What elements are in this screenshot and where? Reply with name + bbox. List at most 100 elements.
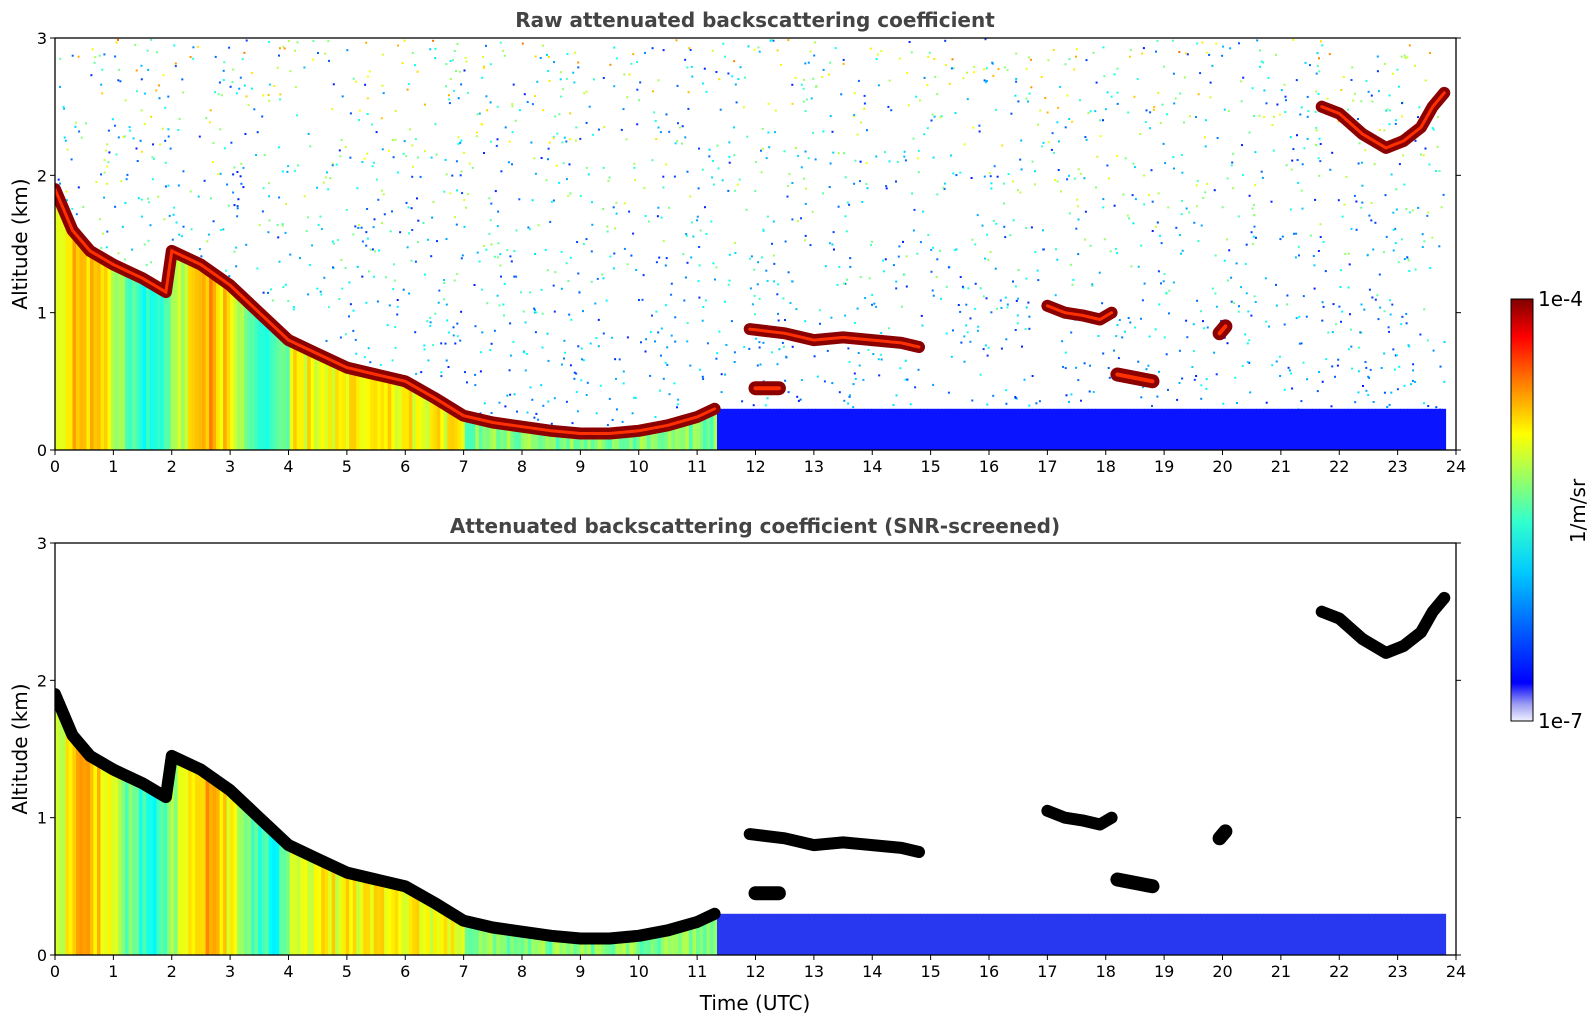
boundary-layer-column: [895, 913, 900, 955]
noise-pixel: [1092, 391, 1095, 393]
noise-pixel: [173, 44, 176, 47]
noise-pixel: [728, 141, 731, 144]
noise-pixel: [293, 169, 296, 172]
boundary-layer-column: [783, 913, 788, 955]
noise-pixel: [716, 144, 719, 147]
noise-pixel: [355, 80, 357, 83]
boundary-layer-column: [1140, 408, 1145, 450]
noise-pixel: [730, 320, 733, 323]
noise-pixel: [1012, 280, 1014, 283]
noise-pixel: [1094, 110, 1097, 113]
noise-pixel: [503, 314, 505, 317]
boundary-layer-column: [195, 261, 200, 450]
noise-pixel: [1271, 124, 1274, 127]
noise-pixel: [466, 381, 468, 384]
noise-pixel: [779, 63, 782, 66]
noise-pixel: [644, 51, 646, 54]
boundary-layer-column: [212, 272, 217, 450]
boundary-layer-column: [380, 375, 385, 450]
noise-pixel: [459, 141, 462, 144]
noise-pixel: [662, 49, 665, 52]
noise-pixel: [1098, 271, 1101, 274]
x-tick-label: 3: [225, 457, 235, 476]
noise-pixel: [534, 55, 537, 58]
x-tick-label: 14: [862, 962, 882, 981]
noise-pixel: [572, 71, 575, 74]
noise-pixel: [1293, 232, 1296, 235]
boundary-layer-column: [419, 894, 424, 955]
boundary-layer-column: [864, 913, 869, 955]
panel-title-screened: Attenuated backscattering coefficient (S…: [450, 514, 1060, 538]
boundary-layer-column: [272, 829, 277, 955]
noise-pixel: [1044, 97, 1047, 99]
boundary-layer-column: [766, 913, 771, 955]
noise-pixel: [907, 104, 910, 107]
boundary-layer-column: [1182, 913, 1187, 955]
boundary-layer-column: [1095, 408, 1100, 450]
noise-pixel: [1390, 391, 1393, 394]
boundary-layer-column: [219, 277, 224, 450]
noise-pixel: [933, 115, 936, 118]
noise-pixel: [1160, 242, 1163, 245]
noise-pixel: [880, 50, 883, 53]
noise-pixel: [606, 424, 609, 426]
noise-pixel: [1406, 257, 1409, 260]
noise-pixel: [307, 132, 310, 135]
noise-pixel: [758, 297, 761, 300]
boundary-layer-column: [646, 429, 651, 450]
noise-pixel: [1319, 236, 1322, 238]
noise-pixel: [720, 391, 723, 394]
noise-pixel: [289, 253, 292, 256]
noise-pixel: [906, 72, 909, 74]
noise-pixel: [541, 44, 544, 47]
noise-pixel: [1309, 64, 1311, 67]
noise-pixel: [826, 349, 829, 352]
noise-pixel: [945, 64, 947, 66]
noise-pixel: [111, 118, 114, 121]
noise-pixel: [626, 263, 629, 266]
noise-pixel: [838, 265, 841, 268]
noise-pixel: [327, 40, 330, 43]
noise-pixel: [341, 287, 344, 290]
boundary-layer-column: [1084, 408, 1089, 450]
boundary-layer-column: [815, 913, 820, 955]
noise-pixel: [739, 66, 742, 69]
noise-pixel: [785, 355, 788, 358]
boundary-layer-column: [1400, 408, 1405, 450]
noise-pixel: [1278, 355, 1281, 358]
noise-pixel: [701, 82, 704, 85]
noise-pixel: [861, 201, 864, 203]
boundary-layer-column: [1025, 913, 1030, 955]
noise-pixel: [1211, 287, 1214, 290]
noise-pixel: [1126, 214, 1129, 217]
boundary-layer-column: [906, 913, 911, 955]
noise-pixel: [853, 182, 856, 185]
noise-pixel: [963, 360, 966, 363]
noise-pixel: [376, 300, 379, 303]
noise-pixel: [533, 307, 536, 310]
boundary-layer-column: [114, 265, 119, 450]
noise-pixel: [636, 123, 639, 126]
boundary-layer-column: [233, 793, 238, 955]
noise-pixel: [920, 314, 923, 317]
noise-pixel: [1316, 52, 1319, 55]
noise-pixel: [497, 256, 500, 259]
noise-pixel: [366, 75, 369, 78]
boundary-layer-column: [69, 222, 74, 450]
noise-pixel: [638, 99, 641, 102]
boundary-layer-column: [359, 875, 364, 955]
boundary-layer-column: [545, 934, 550, 955]
noise-pixel: [686, 340, 689, 343]
noise-pixel: [1075, 366, 1078, 369]
noise-pixel: [449, 78, 452, 80]
noise-pixel: [930, 270, 933, 273]
noise-pixel: [1377, 90, 1380, 93]
noise-pixel: [1017, 297, 1019, 300]
boundary-layer-column: [899, 408, 904, 450]
noise-pixel: [1036, 269, 1039, 272]
boundary-layer-column: [797, 913, 802, 955]
boundary-layer-column: [892, 408, 897, 450]
noise-pixel: [244, 133, 247, 135]
y-tick-label: 2: [37, 166, 47, 185]
noise-pixel: [575, 126, 578, 129]
